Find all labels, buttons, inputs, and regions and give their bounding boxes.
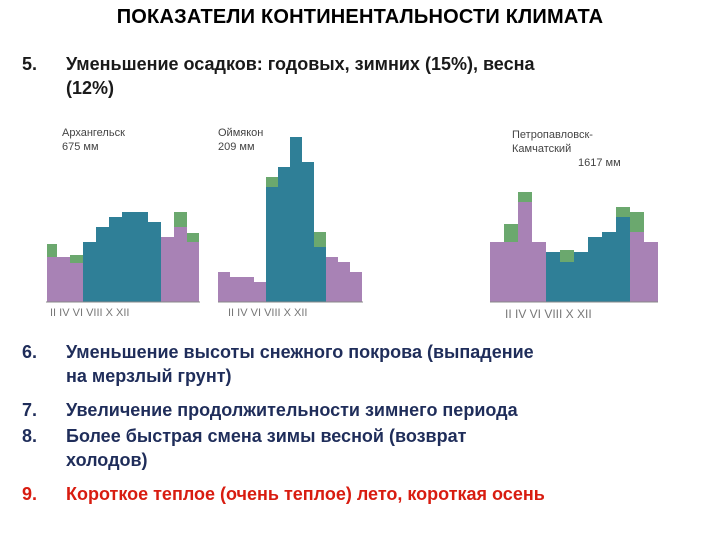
item-number: 6.	[22, 342, 38, 362]
item-text-line-1: Увеличение продолжительности зимнего пер…	[66, 400, 518, 420]
climatogram-petropavlovsk: Петропавловск- Камчатский 1617 мм II IV …	[490, 129, 658, 321]
item-text-line-1: Уменьшение осадков: годовых, зимних (15%…	[66, 54, 535, 74]
climatogram-arkhangelsk: Архангельск 675 мм II IV VI VIII X XII	[46, 127, 200, 319]
item-number: 5.	[22, 54, 38, 74]
item-text-line-2: на мерзлый грунт)	[66, 366, 232, 386]
climatogram-oymyakon: Оймякон 209 мм II IV VI VIII X XII	[218, 127, 363, 319]
page-title: ПОКАЗАТЕЛИ КОНТИНЕНТАЛЬНОСТИ КЛИМАТА	[116, 6, 604, 28]
precip-bars	[47, 212, 199, 302]
station-total: 675 мм	[62, 141, 99, 153]
station-name: Архангельск	[62, 127, 125, 139]
month-axis: II IV VI VIII X XII	[50, 307, 129, 319]
item-text-line-2: (12%)	[66, 78, 115, 98]
precip-bars	[218, 137, 362, 302]
station-total: 209 мм	[218, 141, 255, 153]
station-name-line-2: Камчатский	[512, 143, 571, 155]
station-name-line-1: Петропавловск-	[512, 129, 593, 141]
month-axis: II IV VI VIII X XII	[228, 307, 307, 319]
item-text-line-1: Уменьшение высоты снежного покрова (выпа…	[66, 342, 534, 362]
precip-bars	[490, 192, 658, 302]
item-number: 9.	[22, 484, 38, 504]
item-number: 8.	[22, 426, 38, 446]
item-number: 7.	[22, 400, 38, 420]
item-text-line-1: Короткое теплое (очень теплое) лето, кор…	[66, 484, 545, 504]
item-text-line-2: холодов)	[66, 450, 148, 470]
month-axis: II IV VI VIII X XII	[505, 307, 592, 321]
item-text-line-1: Более быстрая смена зимы весной (возврат	[66, 426, 467, 446]
station-total: 1617 мм	[578, 157, 621, 169]
station-name: Оймякон	[218, 127, 263, 139]
climatograms-figure: Архангельск 675 мм II IV VI VIII X XII О…	[46, 127, 658, 321]
